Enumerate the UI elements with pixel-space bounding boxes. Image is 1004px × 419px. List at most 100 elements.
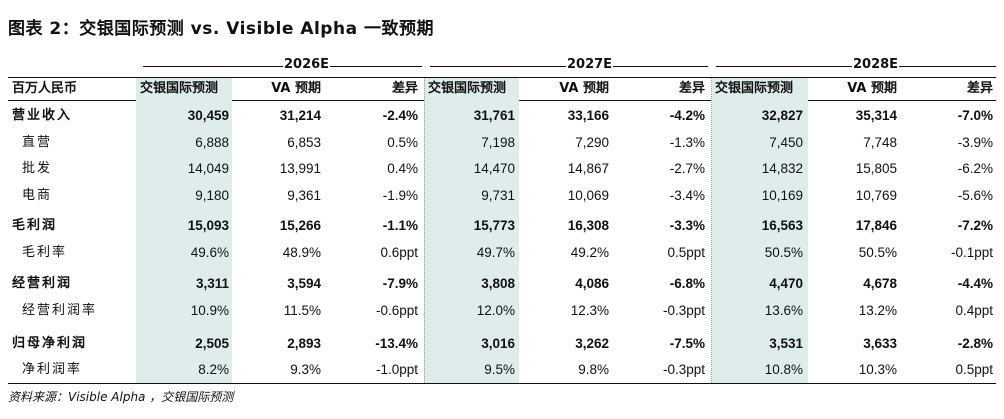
table-cell: 10,169 xyxy=(761,188,803,203)
table-cell: 14,470 xyxy=(473,161,515,176)
table-cell: -7.0% xyxy=(957,108,993,123)
table-cell: 13,991 xyxy=(279,161,321,176)
table-cell: 10,069 xyxy=(567,188,609,203)
table-cell: 12.0% xyxy=(476,303,515,318)
table-cell: 3,531 xyxy=(769,336,803,351)
table-top-rule xyxy=(8,77,996,78)
year-label-2028: 2028E xyxy=(852,57,900,72)
separator-2027 xyxy=(424,78,425,383)
table-cell: 4,086 xyxy=(575,276,609,291)
table-cell: 0.5ppt xyxy=(955,362,993,377)
table-cell: 15,773 xyxy=(473,218,515,233)
table-cell: 0.5ppt xyxy=(667,245,705,260)
table-cell: -13.4% xyxy=(375,336,418,351)
table-cell: 0.5% xyxy=(387,135,418,150)
table-cell: -0.1ppt xyxy=(950,245,993,260)
header-col-va-2026E: VA 预期 xyxy=(271,81,321,96)
table-cell: 32,827 xyxy=(761,108,803,123)
table-cell: -7.9% xyxy=(382,276,418,291)
row-label: 毛利润 xyxy=(12,218,58,233)
table-cell: -3.3% xyxy=(669,218,705,233)
table-cell: 3,808 xyxy=(481,276,515,291)
table-cell: 7,748 xyxy=(863,135,897,150)
table-cell: 8.2% xyxy=(198,362,229,377)
table-cell: 9.8% xyxy=(578,362,609,377)
table-cell: -0.6ppt xyxy=(375,303,418,318)
table-cell: -1.9% xyxy=(382,188,418,203)
table-cell: 50.5% xyxy=(858,245,897,260)
header-unit: 百万人民币 xyxy=(12,81,78,96)
table-cell: 3,016 xyxy=(481,336,515,351)
separator-2028 xyxy=(711,78,712,383)
table-cell: 49.6% xyxy=(190,245,229,260)
table-cell: -7.5% xyxy=(669,336,705,351)
table-cell: 6,888 xyxy=(195,135,229,150)
table-cell: 35,314 xyxy=(855,108,897,123)
table-cell: 13.2% xyxy=(858,303,897,318)
table-cell: 6,853 xyxy=(287,135,321,150)
header-col-diff-2028E: 差异 xyxy=(966,81,993,96)
year-label-2027: 2027E xyxy=(566,57,614,72)
table-cell: 3,633 xyxy=(863,336,897,351)
table-cell: -7.2% xyxy=(957,218,993,233)
table-cell: 9.5% xyxy=(484,362,515,377)
table-cell: -0.3ppt xyxy=(662,303,705,318)
row-label: 电商 xyxy=(22,188,53,203)
table-cell: -2.4% xyxy=(382,108,418,123)
table-cell: 9.3% xyxy=(290,362,321,377)
table-cell: 30,459 xyxy=(187,108,229,123)
table-cell: 16,563 xyxy=(761,218,803,233)
table-cell: -6.8% xyxy=(669,276,705,291)
shade-col-2027 xyxy=(424,78,519,383)
header-col-forecast-2027E: 交银国际预测 xyxy=(428,81,507,96)
page-title: 图表 2：交银国际预测 vs. Visible Alpha 一致预期 xyxy=(8,19,434,39)
table-cell: 13.6% xyxy=(764,303,803,318)
row-label: 经营利润率 xyxy=(22,303,98,318)
shade-col-2028 xyxy=(712,78,808,383)
table-cell: 31,214 xyxy=(279,108,321,123)
table-cell: -2.8% xyxy=(957,336,993,351)
table-bottom-rule xyxy=(8,383,996,384)
table-cell: 4,678 xyxy=(863,276,897,291)
row-label: 归母净利润 xyxy=(12,336,88,351)
table-cell: -4.2% xyxy=(669,108,705,123)
table-cell: 49.2% xyxy=(570,245,609,260)
table-cell: 3,262 xyxy=(575,336,609,351)
table-cell: 49.7% xyxy=(476,245,515,260)
row-label: 批发 xyxy=(22,161,53,176)
year-label-2026: 2026E xyxy=(283,57,331,72)
source-note: 资料来源：Visible Alpha ，交银国际预测 xyxy=(8,390,234,404)
table-cell: 3,594 xyxy=(287,276,321,291)
table-cell: 7,450 xyxy=(769,135,803,150)
table-cell: 17,846 xyxy=(855,218,897,233)
table-cell: -1.3% xyxy=(669,135,705,150)
table-cell: 31,761 xyxy=(473,108,515,123)
header-col-forecast-2028E: 交银国际预测 xyxy=(715,81,794,96)
year-header-row: 2026E 2027E 2028E xyxy=(0,57,1004,75)
table-cell: 33,166 xyxy=(567,108,609,123)
table-cell: 0.4% xyxy=(387,161,418,176)
table-cell: -6.2% xyxy=(957,161,993,176)
table-cell: 14,867 xyxy=(567,161,609,176)
table-cell: 15,805 xyxy=(855,161,897,176)
table-cell: -4.4% xyxy=(957,276,993,291)
header-col-forecast-2026E: 交银国际预测 xyxy=(140,81,219,96)
table-cell: 7,290 xyxy=(575,135,609,150)
table-cell: 14,832 xyxy=(761,161,803,176)
table-cell: -3.4% xyxy=(669,188,705,203)
table-cell: 7,198 xyxy=(481,135,515,150)
table-cell: -3.9% xyxy=(957,135,993,150)
table-cell: 48.9% xyxy=(282,245,321,260)
table-cell: -1.1% xyxy=(382,218,418,233)
table-cell: 12.3% xyxy=(570,303,609,318)
table-cell: -0.3ppt xyxy=(662,362,705,377)
table-cell: 4,470 xyxy=(769,276,803,291)
header-col-diff-2027E: 差异 xyxy=(678,81,705,96)
table-cell: 0.6ppt xyxy=(380,245,418,260)
table-cell: 16,308 xyxy=(567,218,609,233)
table-cell: 15,266 xyxy=(279,218,321,233)
table-cell: 9,731 xyxy=(481,188,515,203)
table-cell: 2,505 xyxy=(195,336,229,351)
header-col-va-2028E: VA 预期 xyxy=(847,81,897,96)
row-label: 营业收入 xyxy=(12,108,73,123)
